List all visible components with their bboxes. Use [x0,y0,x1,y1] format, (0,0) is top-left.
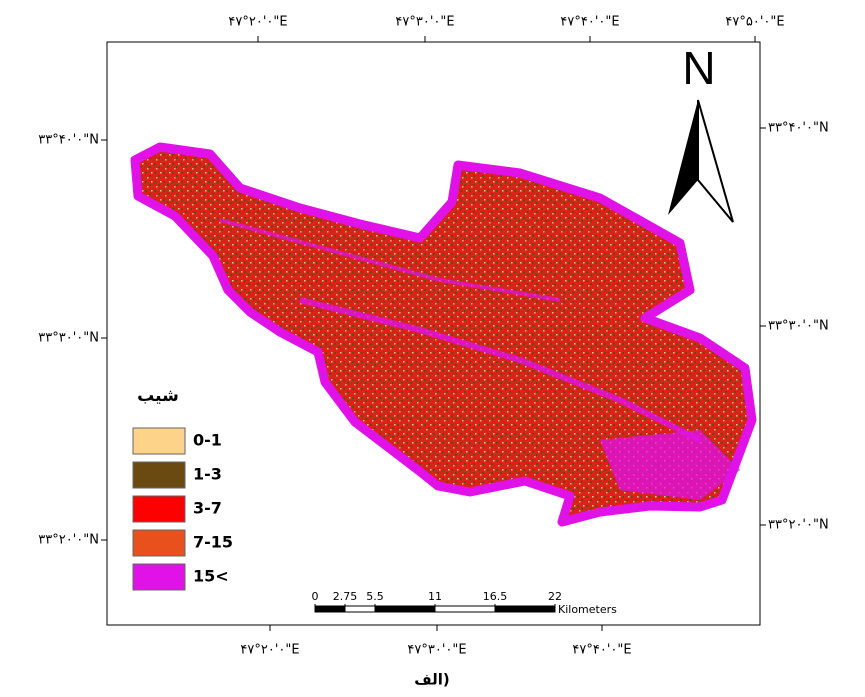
north-arrow [668,100,698,215]
coord-label: ۳۳°۳۰'۰"N [38,331,99,346]
legend-swatch [132,495,186,523]
slope-band [219,218,561,302]
coord-label: ۳۳°۳۰'۰"N [768,319,829,334]
legend-label: 7-15 [193,533,233,552]
scale-label: 16.5 [483,590,508,603]
coord-label: ۴۷°۲۰'۰"E [228,15,287,30]
scale-segment [314,605,346,613]
scale-segment [374,605,436,613]
coord-label: ۴۷°۴۰'۰"E [560,15,619,30]
slope-patch [600,430,740,500]
north-label: N [682,42,715,94]
scale-label: 5.5 [366,590,384,603]
legend-label: 1-3 [193,465,222,484]
scale-label: 0 [312,590,319,603]
scale-segment [494,605,556,613]
coord-label: ۴۷°۳۰'۰"E [407,643,466,658]
coord-label: ۳۳°۲۰'۰"N [768,518,829,533]
legend-swatch [132,461,186,489]
slope-band [299,297,702,443]
caption: الف) [414,671,450,689]
legend-swatch [132,529,186,557]
coord-label: ۴۷°۳۰'۰"E [395,15,454,30]
scale-unit: Kilometers [558,603,617,616]
scale-label: 2.75 [333,590,358,603]
legend-swatch [132,563,186,591]
scale-label: 22 [548,590,562,603]
legend-title: شیب [137,386,179,406]
coord-label: ۳۳°۴۰'۰"N [38,133,99,148]
legend-label: 0-1 [193,431,222,450]
legend-swatch [132,427,186,455]
coord-label: ۴۷°۵۰'۰"E [725,15,784,30]
scale-segment [434,605,496,613]
scale-segment [344,605,376,613]
coord-label: ۳۳°۴۰'۰"N [768,121,829,136]
legend-label: 15< [193,567,229,586]
legend-label: 3-7 [193,499,222,518]
coord-label: ۳۳°۲۰'۰"N [38,533,99,548]
scale-label: 11 [428,590,442,603]
north-arrow [697,99,734,223]
coord-label: ۴۷°۲۰'۰"E [240,643,299,658]
coord-label: ۴۷°۴۰'۰"E [572,643,631,658]
